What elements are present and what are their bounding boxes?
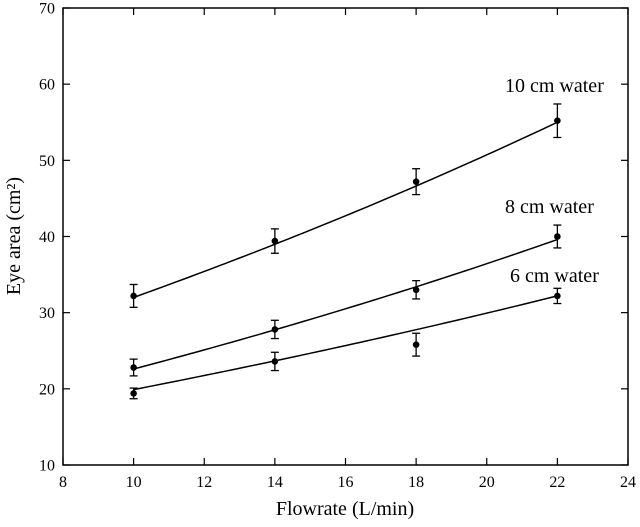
x-tick-label: 20	[479, 474, 495, 491]
error-bars	[129, 103, 562, 400]
y-tick-label: 10	[39, 458, 55, 475]
y-tick-label: 20	[39, 381, 55, 398]
10-cm-water-data-point	[554, 117, 561, 125]
y-tick-label: 50	[39, 153, 55, 170]
y-tick-label: 40	[39, 229, 55, 246]
6-cm-water-series-label: 6 cm water	[510, 265, 599, 287]
fit-curves	[133, 121, 558, 391]
8-cm-water-series-label: 8 cm water	[505, 196, 594, 218]
x-tick-label: 8	[59, 474, 67, 491]
10-cm-water-data-point	[130, 292, 137, 300]
y-tick-label: 70	[39, 1, 55, 18]
series-labels: 10 cm water 8 cm water 6 cm water	[505, 75, 604, 287]
10-cm-water-series-label: 10 cm water	[505, 75, 604, 97]
x-tick-label: 22	[549, 474, 565, 491]
x-tick-label: 10	[126, 474, 142, 491]
8-cm-water-fit-line	[133, 238, 558, 370]
8-cm-water-data-point	[554, 233, 561, 240]
6-cm-water-data-point	[412, 341, 420, 348]
data-points	[130, 117, 561, 397]
x-tick-label: 16	[338, 474, 354, 491]
6-cm-water-data-point	[554, 292, 561, 300]
x-tick-label: 18	[408, 474, 424, 491]
y-tick-label: 60	[39, 77, 55, 94]
8-cm-water-data-point	[130, 364, 137, 371]
x-tick-label: 24	[620, 474, 636, 491]
x-tick-label: 12	[196, 474, 212, 491]
x-axis-title: Flowrate (L/min)	[276, 498, 414, 520]
y-axis-title: Eye area (cm²)	[3, 177, 25, 295]
8-cm-water-data-point	[271, 326, 279, 333]
10-cm-water-fit-line	[133, 121, 558, 299]
x-tick-label: 14	[267, 474, 283, 491]
y-tick-label: 30	[39, 305, 55, 322]
6-cm-water-fit-line	[133, 295, 558, 391]
6-cm-water-data-point	[130, 390, 137, 397]
6-cm-water-data-point	[271, 358, 279, 365]
10-cm-water-data-point	[412, 178, 420, 185]
10-cm-water-data-point	[271, 237, 279, 245]
8-cm-water-data-point	[412, 286, 420, 294]
